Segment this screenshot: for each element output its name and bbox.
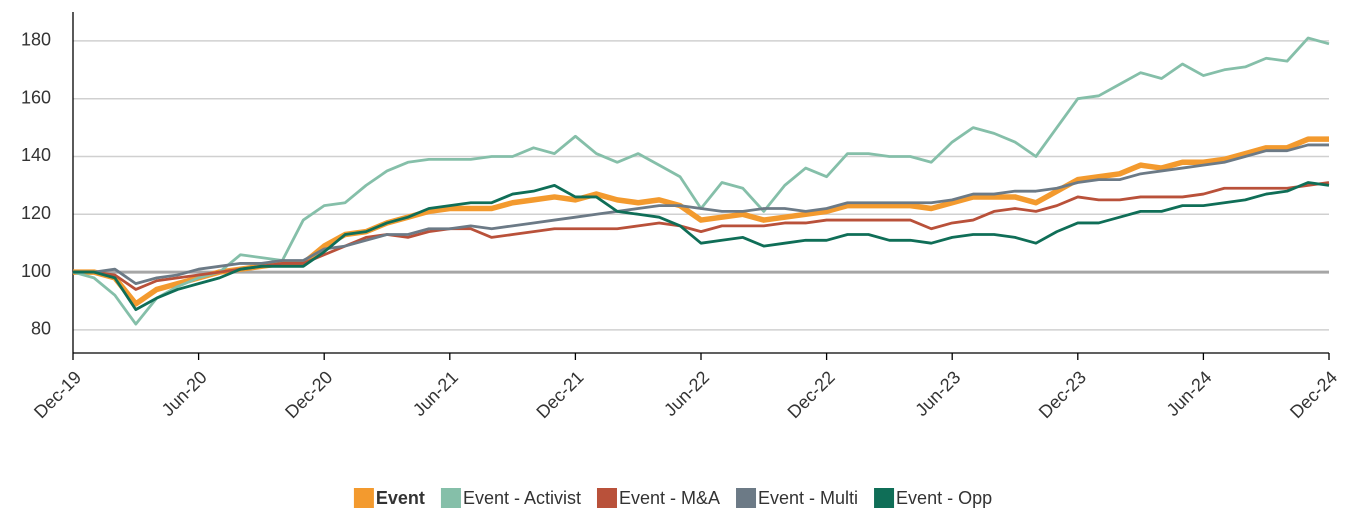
y-tick-label: 120 [21, 203, 51, 223]
legend-label: Event - Multi [758, 488, 858, 508]
x-tick-label: Jun-20 [158, 367, 211, 420]
legend-swatch [353, 488, 374, 508]
series-line [72, 36, 1330, 326]
y-tick-label: 80 [31, 319, 51, 339]
legend-label: Event - Opp [896, 488, 992, 508]
legend: Event Event - Activist Event - M&A Event - … [353, 488, 992, 508]
y-tick-label: 140 [21, 145, 51, 165]
x-tick-label: Jun-21 [409, 367, 462, 420]
x-tick-label: Jun-22 [660, 367, 713, 420]
x-tick-label: Dec-22 [784, 367, 839, 422]
series-line [73, 181, 1330, 312]
y-tick-label: 160 [21, 87, 51, 107]
x-tick-label: Dec-24 [1286, 367, 1341, 422]
y-tick-label: 180 [21, 30, 51, 50]
legend-swatch [874, 488, 895, 508]
series-line [73, 136, 1329, 307]
legend-swatch [596, 488, 617, 508]
series-line [73, 143, 1329, 286]
legend-swatch [440, 488, 461, 508]
legend-swatch [736, 488, 757, 508]
x-tick-label: Dec-19 [30, 367, 85, 422]
x-tick-label: Dec-21 [532, 367, 587, 422]
legend-label: Event - Activist [463, 488, 581, 508]
x-tick-label: Dec-20 [281, 367, 336, 422]
x-tick-label: Jun-24 [1163, 367, 1216, 420]
y-tick-label: 100 [21, 261, 51, 281]
legend-label: Event [376, 488, 425, 508]
x-tick-label: Dec-23 [1035, 367, 1090, 422]
x-tick-label: Jun-23 [911, 367, 964, 420]
series-line [73, 181, 1330, 291]
legend-label: Event - M&A [619, 488, 720, 508]
